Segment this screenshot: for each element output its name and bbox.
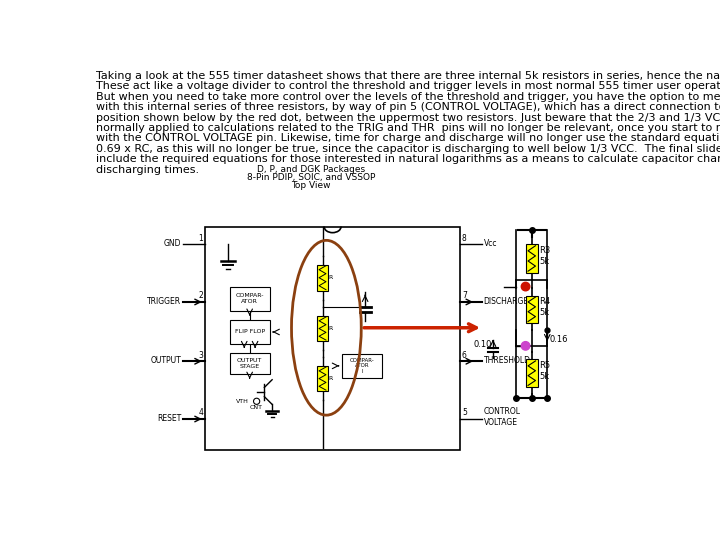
Text: Taking a look at the 555 timer datasheet shows that there are three internal 5k : Taking a look at the 555 timer datasheet…: [96, 71, 720, 81]
Text: 4: 4: [198, 408, 203, 417]
Text: include the required equations for those interested in natural logarithms as a m: include the required equations for those…: [96, 154, 720, 164]
Text: R: R: [328, 326, 333, 331]
Text: 7: 7: [462, 291, 467, 300]
Text: 5: 5: [462, 408, 467, 417]
Bar: [318, 265, 328, 291]
Text: R4
5k: R4 5k: [539, 297, 551, 316]
Text: FLIP FLOP: FLIP FLOP: [235, 329, 265, 334]
Text: with the CONTROL VOLTAGE pin. Likewise, time for charge and discharge will no lo: with the CONTROL VOLTAGE pin. Likewise, …: [96, 133, 720, 143]
Bar: [230, 320, 270, 343]
Text: 8: 8: [462, 233, 467, 242]
Text: R3
5k: R3 5k: [539, 246, 551, 266]
Text: 3: 3: [198, 350, 203, 360]
Text: normally applied to calculations related to the TRIG and THR  pins will no longe: normally applied to calculations related…: [96, 123, 720, 133]
Text: VTH: VTH: [236, 399, 249, 404]
Bar: [230, 353, 270, 374]
Circle shape: [521, 282, 530, 291]
Text: THRESHOLD: THRESHOLD: [484, 356, 531, 365]
Text: D, P, and DGK Packages: D, P, and DGK Packages: [257, 165, 365, 174]
Text: RESET: RESET: [157, 414, 181, 423]
Text: 0.16: 0.16: [549, 335, 568, 344]
Text: COMPAR-
ATOR
I: COMPAR- ATOR I: [350, 357, 374, 374]
Bar: [230, 287, 270, 311]
Text: TRIGGER: TRIGGER: [148, 296, 181, 306]
Text: 0.10: 0.10: [473, 340, 492, 349]
Text: OUTPUT: OUTPUT: [150, 356, 181, 365]
Text: discharging times.: discharging times.: [96, 165, 199, 174]
Bar: [318, 316, 328, 341]
Text: R: R: [328, 376, 333, 381]
Text: R: R: [328, 275, 333, 280]
Bar: [526, 295, 538, 323]
Text: 8-Pin PDIP, SOIC, and VSSOP: 8-Pin PDIP, SOIC, and VSSOP: [247, 173, 375, 182]
Text: But when you need to take more control over the levels of the threshold and trig: But when you need to take more control o…: [96, 92, 720, 102]
Text: R5
5k: R5 5k: [539, 361, 551, 381]
Text: 1: 1: [199, 233, 203, 242]
Text: GND: GND: [164, 239, 181, 248]
Bar: [342, 354, 382, 378]
Text: These act like a voltage divider to control the threshold and trigger levels in : These act like a voltage divider to cont…: [96, 82, 720, 91]
Text: position shown below by the red dot, between the uppermost two resistors. Just b: position shown below by the red dot, bet…: [96, 112, 720, 123]
Circle shape: [521, 342, 530, 350]
Bar: [318, 366, 328, 391]
Text: 2: 2: [199, 291, 203, 300]
Text: DISCHARGE: DISCHARGE: [484, 296, 528, 306]
Bar: [526, 360, 538, 387]
Text: Top View: Top View: [291, 181, 330, 190]
Text: COMPAR-
ATOR: COMPAR- ATOR: [235, 293, 264, 304]
Text: CONTROL
VOLTAGE: CONTROL VOLTAGE: [484, 407, 521, 427]
Text: 0.69 x RC, as this will no longer be true, since the capacitor is discharging to: 0.69 x RC, as this will no longer be tru…: [96, 144, 720, 154]
Circle shape: [253, 398, 260, 404]
Text: OUTPUT
STAGE: OUTPUT STAGE: [237, 358, 262, 369]
Bar: [526, 244, 538, 273]
Text: CNT: CNT: [250, 405, 263, 410]
Text: 6: 6: [462, 350, 467, 360]
Bar: [204, 226, 461, 450]
Text: with this internal series of three resistors, by way of pin 5 (CONTROL VOLTAGE),: with this internal series of three resis…: [96, 102, 720, 112]
Text: Vcc: Vcc: [484, 239, 498, 248]
